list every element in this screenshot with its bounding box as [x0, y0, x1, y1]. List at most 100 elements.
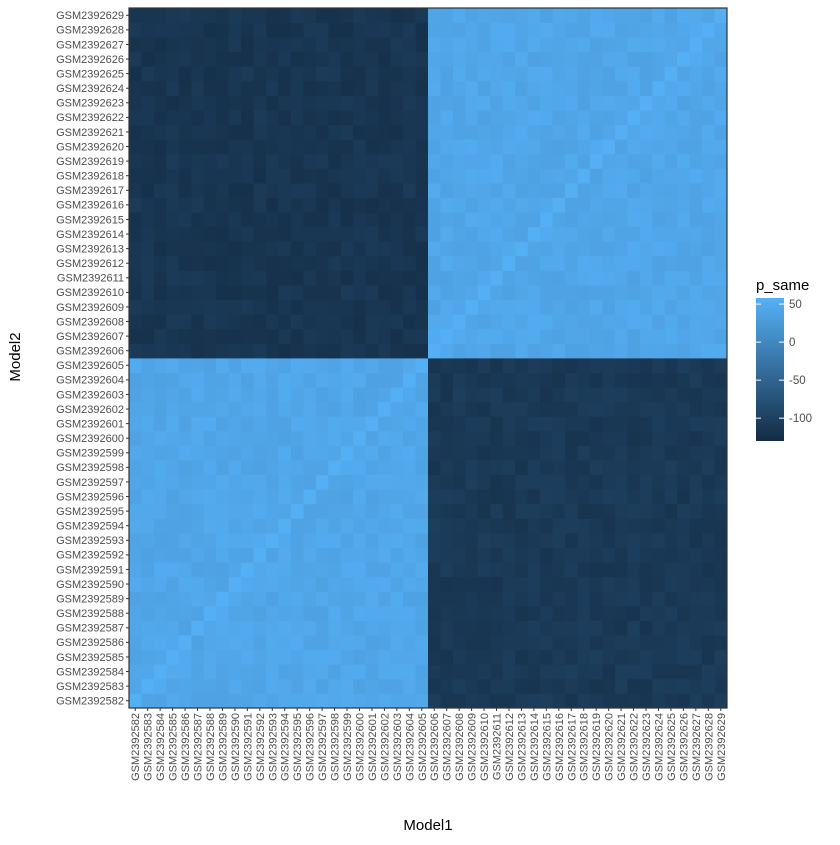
- heatmap-cell: [290, 226, 304, 242]
- heatmap-cell: [390, 401, 404, 417]
- heatmap-cell: [290, 168, 304, 184]
- heatmap-cell: [315, 285, 329, 301]
- heatmap-cell: [390, 693, 404, 709]
- heatmap-cell: [428, 445, 441, 461]
- heatmap-cell: [602, 22, 616, 38]
- heatmap-cell: [440, 372, 454, 388]
- heatmap-cell: [515, 430, 529, 446]
- heatmap-cell: [652, 22, 666, 38]
- heatmap-cell: [477, 226, 491, 242]
- heatmap-cell: [664, 547, 678, 563]
- heatmap-cell: [689, 358, 703, 373]
- heatmap-cell: [627, 255, 641, 271]
- heatmap-cell: [515, 693, 529, 709]
- heatmap-cell: [378, 139, 392, 155]
- heatmap-cell: [677, 503, 691, 519]
- heatmap-cell: [415, 270, 429, 286]
- heatmap-cell: [702, 168, 715, 184]
- heatmap-cell: [365, 66, 379, 82]
- heatmap-cell: [677, 518, 691, 534]
- heatmap-cell: [527, 387, 541, 403]
- heatmap-cell: [253, 37, 267, 53]
- heatmap-cell: [490, 37, 504, 53]
- heatmap-cell: [689, 387, 703, 403]
- heatmap-cell: [340, 37, 354, 53]
- heatmap-cell: [178, 212, 192, 228]
- heatmap-cell: [241, 226, 254, 242]
- heatmap-cell: [191, 372, 205, 388]
- heatmap-cell: [689, 343, 703, 359]
- heatmap-cell: [178, 372, 192, 388]
- heatmap-cell: [403, 649, 416, 665]
- heatmap-cell: [315, 474, 329, 490]
- x-tick-label: GSM2392600: [354, 713, 366, 781]
- heatmap-cell: [689, 445, 703, 461]
- heatmap-cell: [527, 591, 541, 607]
- heatmap-cell: [714, 605, 728, 621]
- heatmap-cell: [702, 445, 715, 461]
- heatmap-cell: [627, 37, 641, 53]
- heatmap-cell: [203, 649, 217, 665]
- heatmap-cell: [689, 416, 703, 432]
- heatmap-cell: [428, 605, 441, 621]
- heatmap-cell: [627, 241, 641, 257]
- legend-ticks: 500-50-100: [756, 299, 812, 425]
- heatmap-cell: [677, 328, 691, 344]
- heatmap-cell: [315, 387, 329, 403]
- heatmap-cell: [527, 22, 541, 38]
- heatmap-cell: [365, 416, 379, 432]
- heatmap-cell: [515, 343, 529, 359]
- heatmap-cell: [614, 591, 628, 607]
- heatmap-cell: [353, 95, 367, 111]
- heatmap-cell: [465, 693, 479, 709]
- heatmap-cell: [141, 153, 155, 169]
- heatmap-cell: [415, 139, 429, 155]
- heatmap-cell: [652, 95, 666, 111]
- heatmap-cell: [452, 605, 466, 621]
- heatmap-cell: [278, 430, 292, 446]
- heatmap-cell: [378, 212, 392, 228]
- heatmap-cell: [428, 197, 441, 213]
- heatmap-cell: [477, 139, 491, 155]
- heatmap-cell: [266, 518, 279, 534]
- heatmap-cell: [428, 562, 441, 578]
- heatmap-cell: [191, 430, 205, 446]
- heatmap-cell: [266, 255, 279, 271]
- heatmap-cell: [266, 37, 279, 53]
- heatmap-cell: [652, 343, 666, 359]
- heatmap-cell: [315, 80, 329, 96]
- heatmap-cell: [477, 197, 491, 213]
- heatmap-cell: [328, 285, 342, 301]
- heatmap-cell: [141, 328, 155, 344]
- heatmap-cell: [378, 430, 392, 446]
- heatmap-cell: [677, 445, 691, 461]
- heatmap-cell: [203, 576, 217, 592]
- heatmap-cell: [677, 8, 691, 23]
- heatmap-cell: [565, 299, 578, 315]
- heatmap-cell: [677, 387, 691, 403]
- heatmap-cell: [589, 489, 603, 505]
- heatmap-cell: [340, 66, 354, 82]
- heatmap-cell: [278, 241, 292, 257]
- heatmap-cell: [365, 124, 379, 140]
- heatmap-cell: [490, 299, 504, 315]
- y-tick-label: GSM2392582: [56, 696, 124, 708]
- heatmap-cell: [614, 285, 628, 301]
- heatmap-cell: [515, 518, 529, 534]
- x-tick-label: GSM2392591: [242, 713, 254, 781]
- heatmap-cell: [203, 110, 217, 126]
- heatmap-cell: [166, 533, 180, 548]
- heatmap-cell: [303, 183, 317, 198]
- heatmap-cell: [166, 285, 180, 301]
- heatmap-cell: [403, 197, 416, 213]
- heatmap-cell: [340, 635, 354, 651]
- heatmap-cell: [589, 605, 603, 621]
- heatmap-cell: [129, 620, 142, 636]
- heatmap-cell: [315, 255, 329, 271]
- heatmap-cell: [714, 416, 728, 432]
- heatmap-cell: [689, 285, 703, 301]
- heatmap-cell: [465, 460, 479, 476]
- heatmap-cell: [178, 51, 192, 67]
- y-tick-label: GSM2392587: [56, 623, 124, 635]
- heatmap-cell: [527, 533, 541, 548]
